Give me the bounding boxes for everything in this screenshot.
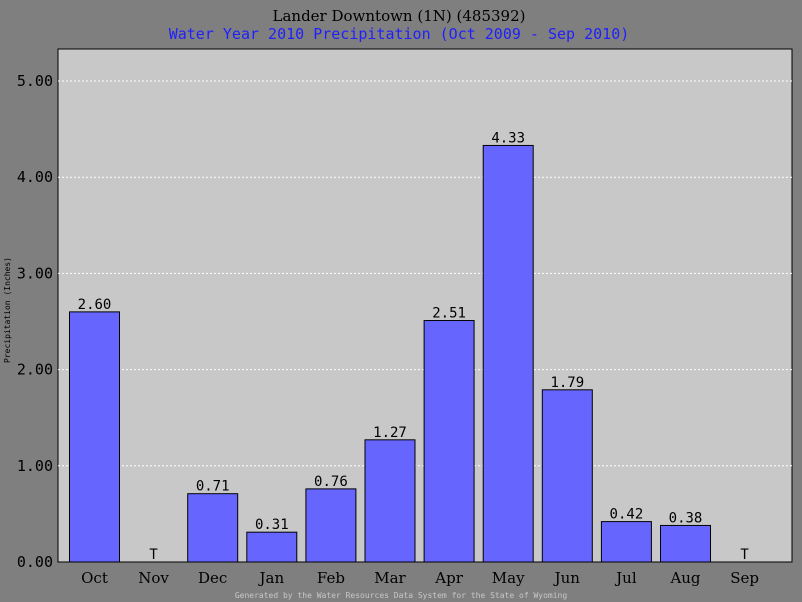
x-tick-label-jun: Jun	[553, 569, 581, 587]
bar-aug	[660, 524, 711, 563]
bar-jul	[600, 521, 652, 563]
x-tick-label-jul: Jul	[614, 569, 637, 587]
bars: 2.60 T 0.71 0.31 0.76 1.27 2.51 4.33 1.79 0.42 0.3…	[69, 130, 749, 563]
x-tick-label-feb: Feb	[317, 569, 345, 587]
bar-may	[482, 144, 534, 563]
bar-jan	[246, 531, 298, 563]
value-label-jul: 0.42	[610, 507, 644, 523]
y-tick-label: 5.00	[17, 72, 53, 90]
y-axis-ticks: 0.00 1.00 2.00 3.00 4.00 5.00	[17, 72, 53, 571]
x-tick-label-oct: Oct	[81, 569, 108, 587]
y-tick-label: 4.00	[17, 168, 53, 186]
bar-oct	[69, 311, 120, 563]
x-tick-label-sep: Sep	[730, 569, 759, 587]
y-tick-label: 2.00	[17, 361, 53, 379]
x-tick-label-nov: Nov	[138, 569, 169, 587]
bar-dec	[187, 493, 239, 563]
x-tick-label-apr: Apr	[434, 569, 463, 587]
value-label-sep: T	[740, 547, 749, 563]
value-label-jan: 0.31	[255, 517, 289, 533]
x-tick-label-mar: Mar	[374, 569, 406, 587]
value-label-dec: 0.71	[196, 479, 230, 495]
footer-credit: Generated by the Water Resources Data Sy…	[235, 591, 568, 600]
x-tick-label-may: May	[492, 569, 525, 587]
y-tick-label: 0.00	[17, 553, 53, 571]
y-tick-label: 1.00	[17, 457, 53, 475]
value-label-may: 4.33	[491, 130, 525, 146]
chart-title: Lander Downtown (1N) (485392)	[273, 7, 526, 25]
value-label-nov: T	[149, 547, 158, 563]
bar-jun	[541, 389, 593, 563]
y-axis-label: Precipitation (Inches)	[3, 257, 12, 363]
x-tick-label-aug: Aug	[669, 569, 700, 587]
value-label-jun: 1.79	[550, 375, 584, 391]
chart-subtitle: Water Year 2010 Precipitation (Oct 2009 …	[169, 25, 630, 43]
value-label-oct: 2.60	[78, 297, 112, 313]
x-axis-categories: Oct Nov Dec Jan Feb Mar Apr May Jun Jul Aug Sep	[81, 569, 759, 587]
bar-feb	[305, 488, 357, 563]
value-label-mar: 1.27	[373, 425, 407, 441]
bar-mar	[364, 439, 416, 563]
bar-apr	[423, 320, 475, 563]
y-tick-label: 3.00	[17, 264, 53, 282]
value-label-apr: 2.51	[432, 306, 466, 322]
value-label-feb: 0.76	[314, 474, 348, 490]
x-tick-label-jan: Jan	[257, 569, 284, 587]
value-label-aug: 0.38	[669, 510, 703, 526]
x-tick-label-dec: Dec	[198, 569, 227, 587]
